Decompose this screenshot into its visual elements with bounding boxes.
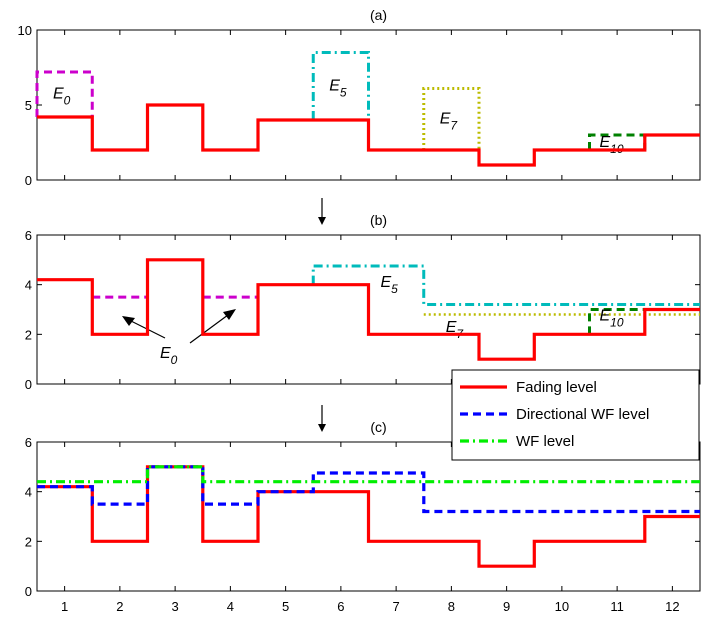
y-tick-label: 6 (25, 435, 32, 450)
panel-label: (c) (370, 419, 386, 435)
annotation-E7: E7 (440, 110, 459, 132)
energy-block-E0 (35, 70, 94, 117)
x-tick-label: 12 (665, 599, 679, 614)
x-tick-label: 4 (227, 599, 234, 614)
energy-block-E5 (311, 51, 370, 120)
panel-b: 0 2 4 6 (b) E0 E5 E7 E10 (25, 212, 701, 392)
panel-label: (b) (370, 212, 387, 228)
legend-label: Fading level (516, 379, 597, 396)
x-tick-label: 6 (337, 599, 344, 614)
legend-label: WF level (516, 433, 574, 450)
x-tick-label: 1 (61, 599, 68, 614)
y-tick-label: 0 (25, 584, 32, 599)
y-tick-label: 6 (25, 228, 32, 243)
x-tick-label: 2 (116, 599, 123, 614)
y-tick-label: 2 (25, 327, 32, 342)
x-tick-label: 7 (393, 599, 400, 614)
down-arrowhead (318, 424, 326, 432)
y-tick-label: 10 (18, 23, 32, 38)
x-tick-label: 11 (610, 599, 624, 614)
x-tick-label: 3 (172, 599, 179, 614)
panel-arrows (318, 198, 326, 432)
legend-label: Directional WF level (516, 406, 649, 423)
legend: Fading level Directional WF level WF level (451, 369, 700, 461)
x-tick-label: 10 (555, 599, 569, 614)
y-tick-label: 4 (25, 278, 32, 293)
series-fading-level (37, 258, 700, 361)
series-directional-wf-level (37, 465, 700, 514)
y-tick-label: 4 (25, 485, 32, 500)
x-tick-label: 5 (282, 599, 289, 614)
energy-block-E7 (422, 87, 481, 150)
annotation-E5: E5 (381, 274, 399, 296)
panel-a: 0 5 10 (a) E0 E5 E7 E10 (18, 7, 701, 188)
arrowhead (122, 316, 135, 326)
arrowhead (223, 309, 236, 320)
down-arrowhead (318, 217, 326, 225)
annotation-E0: E0 (53, 86, 71, 108)
annotation-E10: E10 (600, 308, 624, 330)
y-tick-label: 0 (25, 377, 32, 392)
arrow-E0 (189, 311, 233, 344)
series-wf-level (37, 465, 700, 484)
y-tick-label: 0 (25, 173, 32, 188)
series-fading-level (37, 465, 700, 568)
annotation-E0: E0 (160, 345, 178, 367)
water-level-E5 (311, 264, 700, 307)
y-tick-label: 5 (25, 98, 32, 113)
x-tick-label: 8 (448, 599, 455, 614)
series-fading-level (37, 103, 700, 167)
energy-block-E10 (588, 133, 647, 150)
annotation-E7: E7 (446, 319, 465, 341)
annotation-E10: E10 (600, 134, 624, 156)
panel-label: (a) (370, 7, 387, 23)
y-tick-label: 2 (25, 534, 32, 549)
x-tick-label: 9 (503, 599, 510, 614)
annotation-E5: E5 (329, 77, 347, 99)
